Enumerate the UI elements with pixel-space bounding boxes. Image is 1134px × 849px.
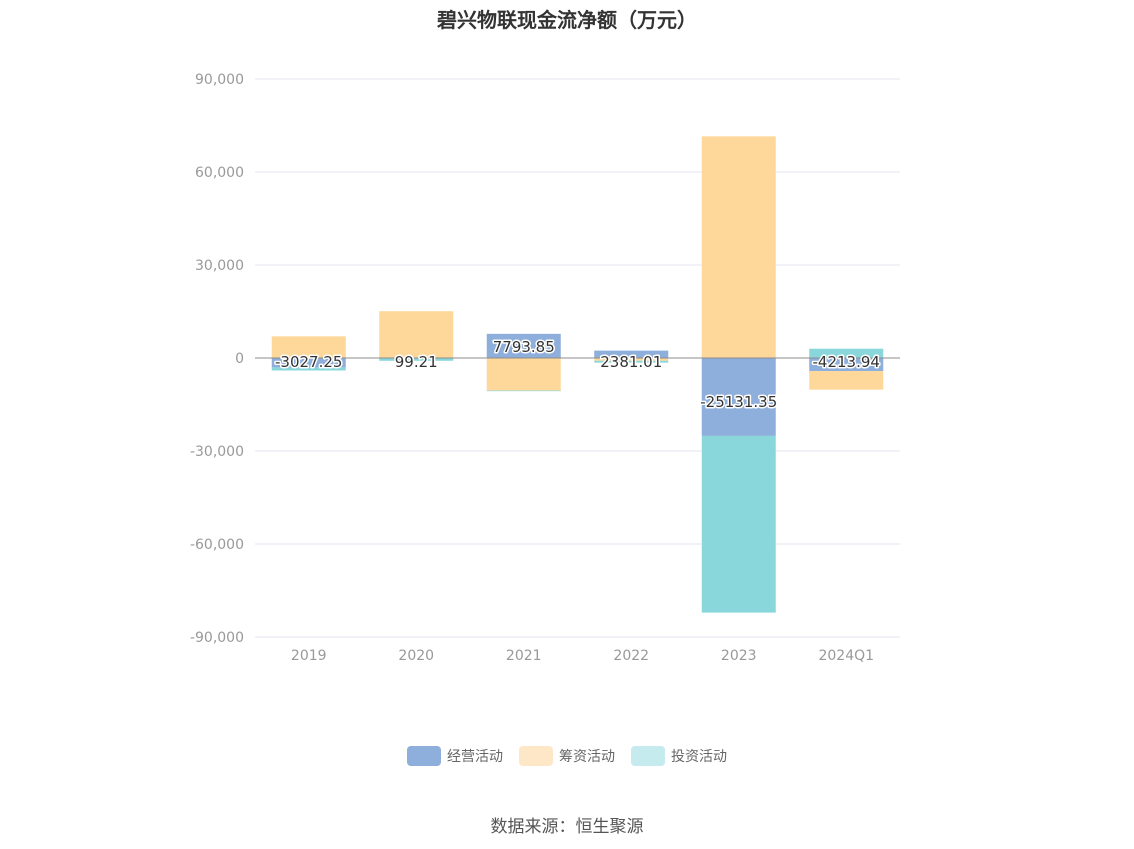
bar-operating-2022: [594, 350, 669, 358]
data-label-operating-2020: 99.21: [395, 353, 438, 371]
data-label-operating-2019: -3027.25: [275, 353, 342, 371]
chart-title: 碧兴物联现金流净额（万元）: [437, 8, 697, 32]
legend-label-financing: 筹资活动: [559, 749, 615, 765]
bar-financing-2024Q1: [809, 371, 884, 390]
legend-label-operating: 经营活动: [447, 749, 503, 765]
legend-item-investing[interactable]: 投资活动: [631, 746, 727, 766]
y-tick-label: 90,000: [195, 72, 244, 88]
y-tick-label: -60,000: [190, 537, 244, 553]
bar-financing-2019: [271, 336, 346, 358]
bar-operating-2023: [701, 358, 776, 436]
x-axis-ticks: 2019 2020 2021 2022 2023 2024Q1: [291, 648, 874, 664]
source-note: 数据来源：恒生聚源: [490, 817, 644, 837]
bar-financing-2021: [486, 358, 561, 391]
x-tick-label: 2021: [506, 648, 542, 664]
x-tick-label: 2022: [613, 648, 649, 664]
bar-operating-2021: [486, 333, 561, 358]
y-tick-label: 60,000: [195, 165, 244, 181]
bar-investing-2022: [594, 360, 669, 363]
bar-financing-2023: [701, 136, 776, 358]
y-tick-label: -30,000: [190, 444, 244, 460]
y-tick-label: 0: [235, 351, 244, 367]
legend-swatch-investing: [631, 746, 665, 766]
y-tick-label: 30,000: [195, 258, 244, 274]
grid-lines: [255, 78, 900, 638]
bar-operating-2019: [271, 358, 346, 368]
bar-investing-2020: [379, 358, 454, 361]
legend: 经营活动 筹资活动 投资活动: [0, 746, 1134, 766]
bar-investing-2019: [271, 367, 346, 371]
legend-item-financing[interactable]: 筹资活动: [519, 746, 615, 766]
legend-label-investing: 投资活动: [671, 749, 727, 765]
legend-item-operating[interactable]: 经营活动: [407, 746, 503, 766]
bar-investing-2024Q1: [809, 348, 884, 358]
bar-investing-2021: [486, 390, 561, 392]
y-tick-label: -90,000: [190, 630, 244, 646]
legend-swatch-financing: [519, 746, 553, 766]
x-tick-label: 2024Q1: [818, 648, 874, 664]
legend-swatch-operating: [407, 746, 441, 766]
x-tick-label: 2020: [398, 648, 434, 664]
data-label-operating-2021: 7793.85: [493, 338, 555, 356]
bars: [271, 136, 884, 613]
bar-financing-2020: [379, 311, 454, 358]
data-labels: -3027.25 99.21 7793.85 2381.01 -25131.35 -421…: [274, 336, 882, 412]
x-tick-label: 2023: [721, 648, 757, 664]
data-label-operating-2023: -25131.35: [700, 393, 777, 411]
bar-financing-2022: [594, 358, 669, 361]
bar-operating-2024Q1: [809, 358, 884, 372]
x-tick-label: 2019: [291, 648, 327, 664]
bar-investing-2023: [701, 435, 776, 613]
y-axis-ticks: 90,000 60,000 30,000 0 -30,000 -60,000 -90,000: [190, 72, 244, 646]
data-label-operating-2022: 2381.01: [600, 353, 662, 371]
data-label-operating-2024Q1: -4213.94: [813, 353, 880, 371]
